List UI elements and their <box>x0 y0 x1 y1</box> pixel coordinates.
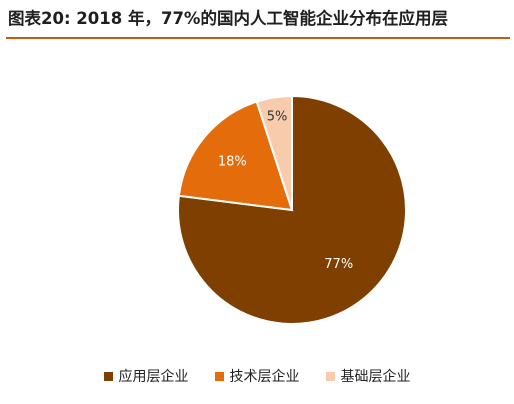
legend-swatch <box>325 371 335 381</box>
legend-label: 应用层企业 <box>118 369 189 385</box>
legend: 应用层企业 技术层企业 基础层企业 <box>0 364 514 388</box>
data-label-1: 18% <box>218 155 247 170</box>
title-divider <box>6 37 510 39</box>
data-label-2: 5% <box>267 109 288 124</box>
legend-label: 技术层企业 <box>229 369 300 385</box>
pie-slice-2 <box>255 94 293 211</box>
data-label-0: 77% <box>324 257 353 272</box>
legend-swatch <box>103 371 113 381</box>
pie-slice-1 <box>177 100 294 212</box>
legend-swatch <box>214 371 224 381</box>
legend-item-foundation: 基础层企业 <box>325 366 411 386</box>
legend-item-technology: 技术层企业 <box>214 366 300 386</box>
chart-title: 图表20: 2018 年，77%的国内人工智能企业分布在应用层 <box>8 9 448 28</box>
legend-label: 基础层企业 <box>340 369 411 385</box>
legend-item-application: 应用层企业 <box>103 366 189 386</box>
